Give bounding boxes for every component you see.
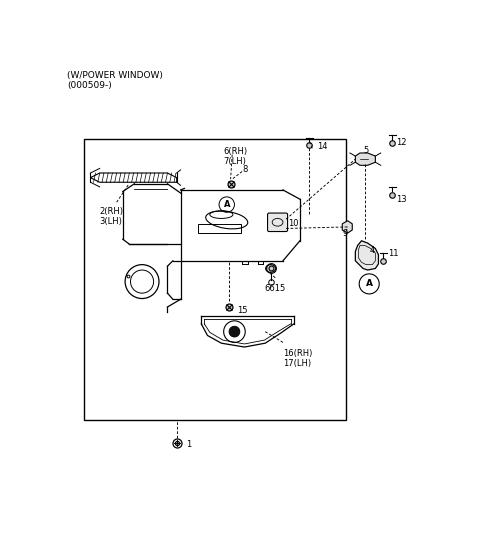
Text: A: A: [224, 200, 230, 209]
Text: 5: 5: [363, 146, 368, 155]
FancyBboxPatch shape: [267, 213, 288, 231]
Text: A: A: [366, 279, 372, 288]
Polygon shape: [342, 221, 352, 233]
Text: 10: 10: [288, 219, 299, 228]
Circle shape: [229, 326, 240, 337]
Text: (000509-): (000509-): [67, 81, 112, 90]
Text: 1: 1: [186, 440, 191, 448]
Polygon shape: [355, 241, 378, 270]
Text: 9: 9: [342, 229, 348, 237]
Text: (W/POWER WINDOW): (W/POWER WINDOW): [67, 71, 163, 81]
Bar: [198, 224, 240, 233]
Text: 15: 15: [237, 306, 247, 315]
Text: 6615: 6615: [264, 284, 286, 293]
Polygon shape: [355, 153, 375, 165]
Text: 2(RH)
3(LH): 2(RH) 3(LH): [100, 207, 124, 226]
Ellipse shape: [265, 265, 276, 272]
Text: 14: 14: [317, 142, 327, 151]
Text: 6(RH)
7(LH): 6(RH) 7(LH): [223, 147, 247, 166]
Text: 11: 11: [388, 249, 399, 258]
Text: 13: 13: [396, 195, 407, 204]
Text: 8: 8: [242, 165, 248, 175]
Text: 4: 4: [369, 246, 374, 255]
Text: 16(RH)
17(LH): 16(RH) 17(LH): [283, 349, 312, 368]
Bar: [84, 139, 346, 420]
Text: 12: 12: [396, 139, 407, 148]
